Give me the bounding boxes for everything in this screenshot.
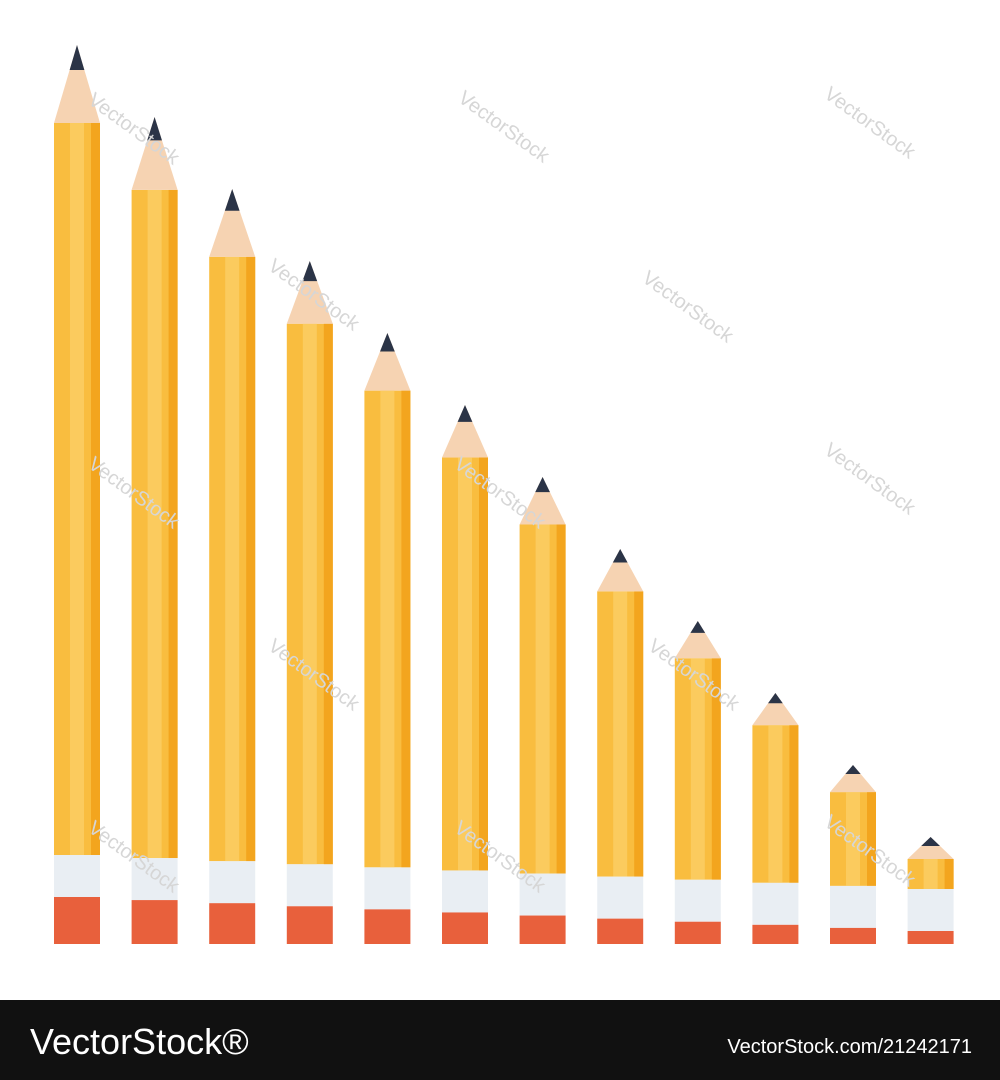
pencil [131, 117, 178, 944]
pencil-ferrule [597, 876, 644, 919]
footer-id: VectorStock.com/21242171 [727, 1036, 972, 1058]
pencil-lead [535, 477, 550, 493]
pencil-eraser [519, 915, 566, 944]
pencil-shade [91, 123, 100, 855]
pencil-shade [246, 256, 256, 862]
pencil-eraser [54, 897, 100, 944]
pencil-wood [907, 837, 954, 859]
pencil-shade [479, 457, 488, 871]
pencil-highlight [380, 390, 395, 868]
pencil-shade [867, 792, 876, 886]
pencil-lead [224, 189, 240, 211]
pencil [442, 405, 488, 944]
pencil-wood [54, 45, 100, 123]
pencil-ferrule [907, 889, 954, 931]
pencil-wood [442, 405, 488, 458]
pencil [286, 261, 333, 944]
pencil-ferrule [442, 870, 488, 913]
pencil-shade [944, 859, 954, 889]
pencil-wood [830, 765, 876, 793]
pencil [752, 693, 799, 944]
pencil-eraser [442, 912, 488, 944]
pencil [907, 837, 954, 944]
pencil-lead [69, 45, 85, 70]
pencil-ferrule [54, 855, 100, 897]
pencil-wood [131, 117, 178, 190]
pencil-wood [752, 693, 799, 726]
pencil-shade [711, 658, 721, 880]
pencil-highlight [846, 792, 860, 886]
pencil-ferrule [286, 864, 333, 907]
footer-brand: VectorStock® [30, 1021, 249, 1062]
pencil-highlight [535, 524, 550, 874]
pencils [54, 45, 954, 944]
pencil [519, 477, 566, 944]
pencil-shade [323, 323, 333, 865]
pencil-highlight [690, 658, 705, 880]
pencil-highlight [768, 725, 783, 883]
pencil-wood [286, 261, 333, 324]
pencil-highlight [225, 256, 240, 862]
pencil-highlight [147, 189, 162, 859]
pencil-eraser [674, 921, 721, 944]
pencil-lead [921, 837, 941, 846]
pencil-wood [364, 333, 411, 391]
footer-bar [0, 1000, 1000, 1080]
pencil-highlight [70, 123, 84, 855]
pencil-lead [612, 549, 628, 563]
pencil-eraser [364, 909, 411, 944]
pencil-eraser [209, 903, 256, 944]
pencil-lead [380, 333, 395, 352]
pencil [364, 333, 411, 944]
pencil-eraser [286, 906, 333, 944]
pencil-ferrule [519, 873, 566, 916]
pencil [830, 765, 876, 944]
pencil-ferrule [752, 882, 799, 925]
pencil-eraser [907, 931, 954, 944]
pencil-shade [634, 591, 644, 877]
pencil-lead [302, 261, 318, 282]
pencil-highlight [923, 859, 938, 889]
pencil-ferrule [830, 885, 876, 928]
pencil-lead [457, 405, 473, 422]
pencil-ferrule [209, 861, 256, 904]
pencil-lead [768, 693, 783, 704]
pencil-ferrule [364, 867, 411, 910]
pencil-eraser [752, 924, 799, 944]
pencil-eraser [131, 900, 178, 944]
pencil-wood [519, 477, 566, 525]
pencil [209, 189, 256, 944]
pencil-wood [674, 621, 721, 659]
pencil-lead [690, 621, 706, 633]
pencil-highlight [458, 457, 472, 871]
pencil-shade [168, 189, 178, 859]
pencil-wood [597, 549, 644, 592]
pencil-lead [845, 765, 861, 774]
pencil [597, 549, 644, 944]
pencil-eraser [597, 918, 644, 944]
pencil [674, 621, 721, 944]
pencil [54, 45, 100, 944]
pencil-shade [401, 390, 411, 868]
pencil-ferrule [674, 879, 721, 922]
pencil-highlight [613, 591, 628, 877]
pencil-wood [209, 189, 256, 257]
pencil-shade [556, 524, 566, 874]
pencil-eraser [830, 927, 876, 944]
pencil-highlight [302, 323, 317, 865]
pencil-lead [147, 117, 162, 141]
pencil-ferrule [131, 858, 178, 901]
pencil-shade [789, 725, 799, 883]
